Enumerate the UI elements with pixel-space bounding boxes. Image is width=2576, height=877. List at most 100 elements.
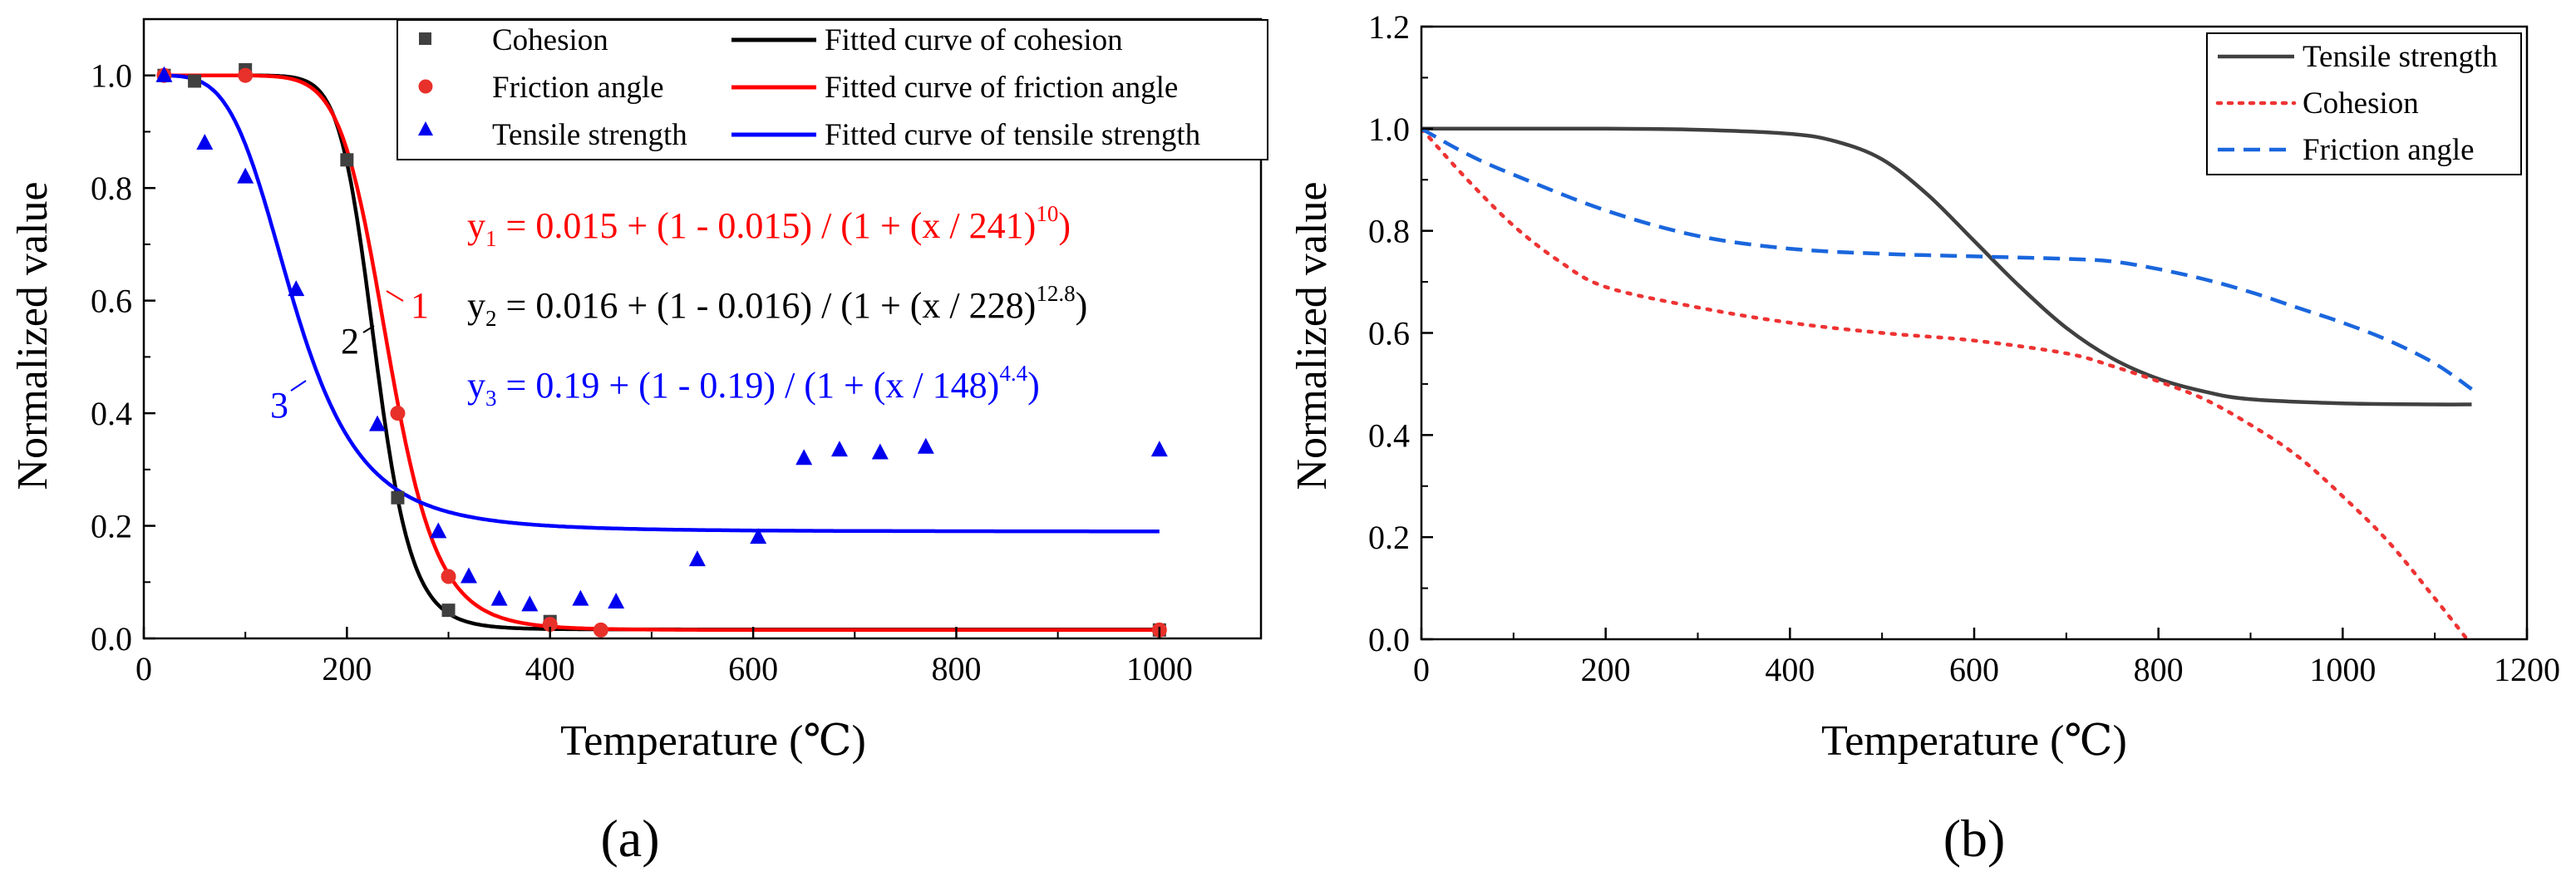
curve-fitted-curve-of-friction-angle bbox=[164, 73, 1160, 633]
legend-label-b-cohesion: Cohesion bbox=[2303, 86, 2419, 121]
x-tick-label-1000: 1000 bbox=[2309, 651, 2376, 688]
x-tick-label-1200: 1200 bbox=[2494, 651, 2560, 688]
point-tensile-strength bbox=[688, 550, 706, 567]
panel-a-y-axis-title: Normalized value bbox=[9, 181, 57, 490]
x-tick-label-200: 200 bbox=[322, 650, 372, 687]
panel-b-plot-area bbox=[1421, 126, 2473, 639]
point-tensile-strength bbox=[490, 589, 508, 606]
point-tensile-strength bbox=[237, 167, 254, 184]
line-friction-angle bbox=[1421, 126, 2473, 391]
line-cohesion bbox=[1421, 126, 2470, 639]
series-tensile-strength bbox=[155, 66, 1168, 612]
legend-label-fitted-tensile-strength: Fitted curve of tensile strength bbox=[825, 118, 1201, 152]
x-tick-label-0: 0 bbox=[135, 650, 152, 687]
panel-b-ticks bbox=[1420, 25, 2529, 641]
legend-label-b-friction-angle: Friction angle bbox=[2303, 133, 2475, 167]
curve-label-2-leader bbox=[362, 325, 375, 333]
panel-b-legend: Tensile strength Cohesion Friction angle bbox=[2206, 32, 2522, 175]
point-friction-angle bbox=[593, 622, 608, 638]
panel-a-x-axis-title: Temperature (℃) bbox=[560, 717, 866, 765]
y-tick-label-0.6: 0.6 bbox=[1368, 315, 1410, 352]
y-tick-label-0.4: 0.4 bbox=[91, 395, 132, 432]
panel-a-x-tick-labels: 0 200 400 600 800 1000 bbox=[135, 650, 1193, 687]
panel-a-equations: y1 = 0.015 + (1 - 0.015) / (1 + (x / 241… bbox=[467, 201, 1087, 411]
point-cohesion bbox=[391, 490, 405, 505]
point-tensile-strength bbox=[288, 280, 305, 297]
point-tensile-strength bbox=[196, 134, 214, 150]
legend-label-b-tensile-strength: Tensile strength bbox=[2303, 40, 2498, 74]
panel-a: Normalized value Temperature (℃) (a) 0.0… bbox=[9, 17, 1268, 868]
point-friction-angle bbox=[390, 406, 406, 421]
legend-label-cohesion: Cohesion bbox=[492, 23, 608, 57]
panel-a-ticks bbox=[142, 74, 1262, 640]
x-tick-label-400: 400 bbox=[1765, 651, 1815, 688]
panel-a-legend-box bbox=[396, 19, 1268, 160]
legend-label-fitted-cohesion: Fitted curve of cohesion bbox=[825, 23, 1123, 57]
point-cohesion bbox=[340, 153, 354, 167]
panel-b-x-tick-labels: 0 200 400 600 800 1000 1200 bbox=[1413, 651, 2560, 688]
panel-b-y-tick-labels: 0.0 0.2 0.4 0.6 0.8 1.0 1.2 bbox=[1368, 8, 1410, 658]
point-tensile-strength bbox=[608, 592, 625, 608]
point-friction-angle bbox=[441, 569, 456, 584]
y-tick-label-0.8: 0.8 bbox=[1368, 213, 1410, 250]
panel-a-plot-area bbox=[155, 62, 1168, 638]
panel-b: Normalized value Temperature (℃) (b) 0.0… bbox=[1288, 8, 2560, 868]
legend-label-tensile-strength: Tensile strength bbox=[492, 118, 687, 152]
y-tick-label-1.2: 1.2 bbox=[1368, 8, 1410, 46]
curve-label-2: 2 bbox=[341, 321, 359, 362]
curve-label-1-leader bbox=[386, 290, 404, 302]
point-tensile-strength bbox=[830, 441, 848, 457]
point-tensile-strength bbox=[795, 449, 813, 466]
panel-a-y-tick-labels: 0.0 0.2 0.4 0.6 0.8 1.0 bbox=[91, 57, 132, 658]
point-cohesion bbox=[188, 74, 202, 88]
y-tick-label-0.2: 0.2 bbox=[91, 508, 132, 545]
legend-marker-tensile-strength bbox=[418, 121, 433, 135]
y-tick-label-0.4: 0.4 bbox=[1368, 416, 1410, 454]
equation-3: y3 = 0.19 + (1 - 0.19) / (1 + (x / 148)4… bbox=[467, 361, 1040, 411]
panel-a-legend: Cohesion Friction angle Tensile strength… bbox=[396, 19, 1268, 160]
line-tensile-strength bbox=[1421, 126, 2472, 406]
panel-a-label: (a) bbox=[600, 809, 659, 868]
x-tick-label-800: 800 bbox=[2134, 651, 2184, 688]
point-tensile-strength bbox=[369, 415, 387, 431]
equation-2: y2 = 0.016 + (1 - 0.016) / (1 + (x / 228… bbox=[467, 281, 1087, 331]
point-friction-angle bbox=[238, 67, 254, 83]
point-tensile-strength bbox=[917, 437, 934, 454]
panel-b-label: (b) bbox=[1943, 809, 2006, 868]
curve-fitted-curve-of-tensile-strength bbox=[164, 73, 1160, 534]
legend-label-fitted-friction-angle: Fitted curve of friction angle bbox=[825, 71, 1178, 105]
y-tick-label-1.0: 1.0 bbox=[1368, 111, 1410, 148]
x-tick-label-800: 800 bbox=[931, 650, 981, 687]
legend-label-friction-angle: Friction angle bbox=[492, 71, 664, 105]
x-tick-label-400: 400 bbox=[525, 650, 575, 687]
y-tick-label-0.6: 0.6 bbox=[91, 283, 132, 320]
panel-a-curve-labels: 1 2 3 bbox=[270, 285, 429, 426]
panel-b-x-axis-title: Temperature (℃) bbox=[1821, 717, 2127, 765]
point-tensile-strength bbox=[572, 589, 589, 606]
y-tick-label-1.0: 1.0 bbox=[91, 57, 132, 95]
x-tick-label-0: 0 bbox=[1413, 651, 1430, 688]
y-tick-label-0.8: 0.8 bbox=[91, 170, 132, 207]
point-tensile-strength bbox=[521, 595, 539, 612]
point-cohesion bbox=[441, 604, 456, 618]
y-tick-label-0.0: 0.0 bbox=[91, 620, 132, 658]
point-tensile-strength bbox=[430, 522, 447, 539]
point-tensile-strength bbox=[460, 567, 477, 584]
point-tensile-strength bbox=[871, 443, 889, 460]
point-tensile-strength bbox=[155, 66, 173, 82]
point-tensile-strength bbox=[1150, 441, 1168, 457]
point-friction-angle bbox=[542, 617, 558, 633]
x-tick-label-600: 600 bbox=[1949, 651, 1999, 688]
curve-label-1: 1 bbox=[411, 285, 429, 326]
x-tick-label-1000: 1000 bbox=[1126, 650, 1193, 687]
curve-label-3-leader bbox=[290, 380, 307, 392]
x-tick-label-200: 200 bbox=[1581, 651, 1631, 688]
legend-marker-friction-angle bbox=[418, 79, 433, 94]
y-tick-label-0.2: 0.2 bbox=[1368, 519, 1410, 556]
panel-b-y-axis-title: Normalized value bbox=[1288, 181, 1336, 490]
equation-1: y1 = 0.015 + (1 - 0.015) / (1 + (x / 241… bbox=[467, 201, 1071, 251]
curve-label-3: 3 bbox=[270, 385, 288, 426]
point-tensile-strength bbox=[750, 528, 767, 544]
legend-marker-cohesion bbox=[419, 32, 431, 45]
